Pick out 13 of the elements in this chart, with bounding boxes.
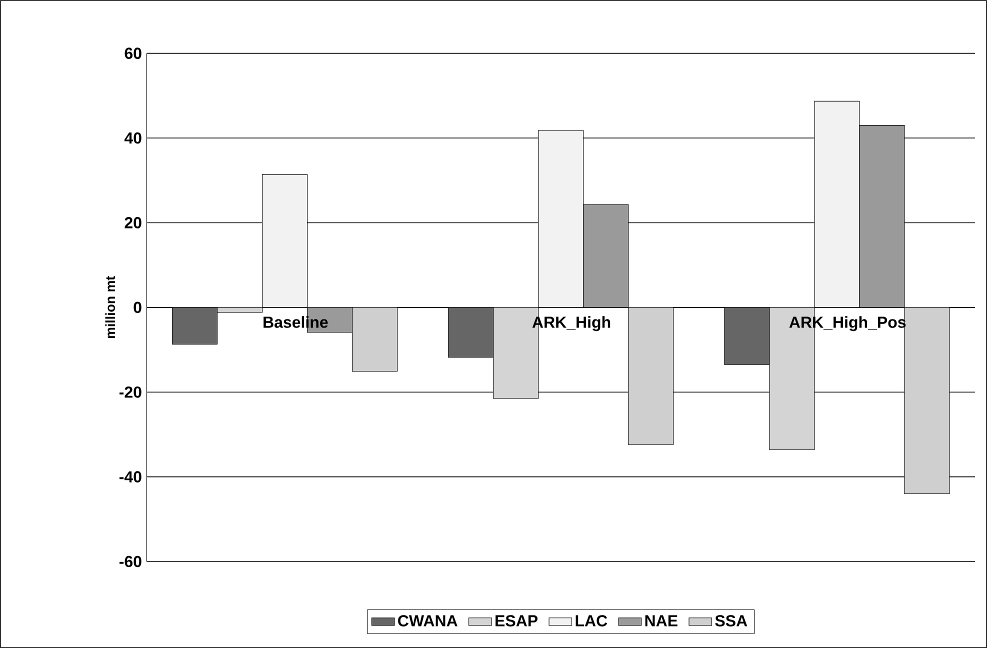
legend-label: ESAP	[496, 615, 538, 626]
legend-label: SSA	[715, 615, 748, 626]
legend-label: NAE	[645, 615, 678, 626]
legend-label: CWANA	[398, 615, 458, 626]
y-tick-label: -40	[120, 471, 142, 482]
y-tick-label: 40	[124, 132, 142, 144]
legend-label: LAC	[576, 615, 608, 626]
y-tick-label: 20	[124, 216, 142, 228]
y-tick-label: -60	[120, 556, 142, 568]
y-tick-label: 60	[124, 48, 142, 59]
y-tick-label: 0	[134, 302, 142, 313]
y-axis-title: million mt	[105, 276, 116, 338]
y-tick-label: -20	[120, 386, 142, 398]
